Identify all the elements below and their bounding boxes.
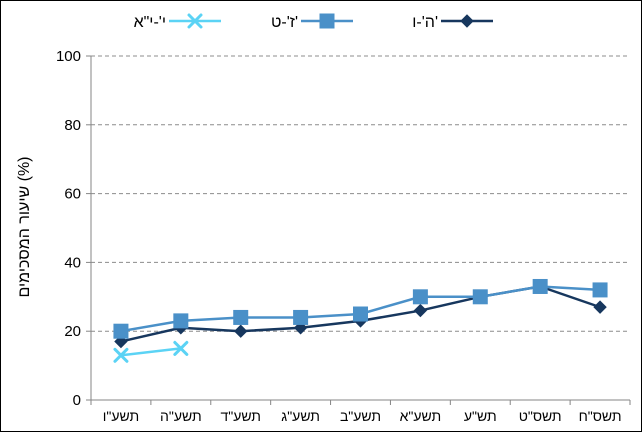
x-tick-label: תשס"ט <box>519 408 562 424</box>
legend-item-1: ה'-ו' <box>412 14 493 31</box>
x-tick-label: תשע"ו <box>103 408 139 424</box>
data-point <box>472 289 488 305</box>
y-tick-label: 40 <box>64 254 81 271</box>
x-tick-labels: תשס"ח תשס"ט תש"ע תשע"א תשע"ב תשע"ג תשע"ד תשע"ה ת… <box>103 408 622 424</box>
data-point <box>413 303 428 318</box>
data-point <box>412 289 428 305</box>
legend-label: ז'-ט' <box>271 14 298 31</box>
x-tick-label: תשע"ב <box>340 408 381 424</box>
data-point <box>113 347 129 363</box>
y-tick-label: 20 <box>64 323 81 340</box>
series-2 <box>113 278 608 339</box>
data-point <box>234 324 248 338</box>
data-point <box>113 323 129 339</box>
legend-label: י'-י"א <box>134 14 166 31</box>
legend-item-3: י'-י"א <box>134 13 221 31</box>
axes <box>86 55 631 405</box>
data-point <box>233 309 249 325</box>
y-tick-label: 0 <box>73 392 81 409</box>
x-marker-stroke <box>187 13 203 29</box>
x-marker-stroke <box>113 347 129 363</box>
x-tick-label: תשע"א <box>400 408 442 424</box>
data-point <box>532 278 548 294</box>
x-marker-stroke <box>173 340 189 356</box>
x-tick-label: תשע"ג <box>281 408 320 424</box>
legend-item-2: ז'-ט' <box>271 13 353 31</box>
x-tick-label: תש"ע <box>464 408 497 424</box>
x-tick-label: תשס"ח <box>579 408 622 424</box>
legend-marker <box>187 13 203 29</box>
data-point <box>592 282 608 298</box>
x-tick-label: תשע"ה <box>160 408 202 424</box>
legend-label: ה'-ו' <box>412 14 438 31</box>
series-3 <box>113 340 189 363</box>
y-tick-label: 80 <box>64 117 81 134</box>
y-axis-title: שיעור המסכימים (%) <box>16 156 33 297</box>
data-point <box>173 340 189 356</box>
series-line <box>120 347 181 357</box>
series-group <box>113 278 608 363</box>
legend-marker <box>319 13 335 29</box>
gridlines <box>91 55 630 332</box>
data-point <box>173 313 189 329</box>
data-point <box>293 309 309 325</box>
y-tick-label: 60 <box>64 186 81 203</box>
y-tick-labels: 0 20 40 60 80 100 <box>56 48 81 409</box>
y-tick-label: 100 <box>56 48 81 65</box>
x-tick-label: תשע"ד <box>220 408 261 424</box>
legend-marker <box>460 14 474 28</box>
data-point <box>593 300 607 314</box>
legend: ה'-ו' ז'-ט' י'-י"א <box>134 13 493 31</box>
data-point <box>353 306 368 322</box>
